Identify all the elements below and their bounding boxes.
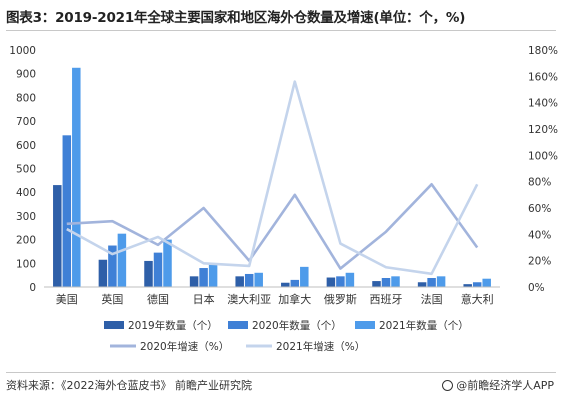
bar — [62, 135, 72, 287]
right-axis-tick-label: 60% — [528, 203, 551, 215]
legend-swatch — [228, 321, 248, 329]
combo-chart: 0 100 200 300 400 500 600 700 800 900 1000 0% 20% 40%… — [9, 45, 558, 353]
left-axis-tick-label: 700 — [16, 116, 36, 128]
bar — [153, 252, 163, 287]
left-axis-tick-label: 400 — [16, 187, 36, 199]
bar — [108, 245, 117, 287]
category-label: 日本 — [193, 292, 215, 306]
bar — [472, 282, 482, 287]
bar — [372, 281, 381, 287]
bar — [208, 264, 218, 287]
bar — [300, 266, 309, 287]
bar — [254, 272, 263, 287]
bar — [391, 276, 400, 287]
left-axis-tick-label: 600 — [16, 140, 36, 152]
bar — [72, 67, 81, 288]
category-label: 美国 — [56, 293, 78, 306]
footer-divider — [6, 372, 556, 373]
right-axis-tick-label: 180% — [528, 45, 558, 57]
right-axis-tick-label: 80% — [528, 177, 551, 189]
category-label: 加拿大 — [278, 292, 311, 306]
right-axis-tick-label: 20% — [528, 256, 551, 268]
right-axis-tick-label: 120% — [528, 124, 558, 136]
left-axis-tick-label: 0 — [29, 282, 36, 294]
source-note: 资料来源：《2022海外仓蓝皮书》 前瞻产业研究院 — [6, 379, 252, 392]
legend-label: 2021年增速（%） — [276, 340, 365, 353]
category-label: 西班牙 — [370, 293, 403, 306]
right-axis-tick-label: 160% — [528, 71, 558, 83]
left-axis-tick-label: 100 — [16, 258, 36, 270]
left-axis-tick-label: 1000 — [9, 45, 36, 57]
bar — [163, 239, 172, 287]
bar — [427, 277, 436, 287]
left-axis-tick-label: 500 — [16, 164, 36, 176]
bar — [381, 277, 391, 287]
bar — [482, 278, 491, 287]
legend-swatch — [104, 321, 124, 329]
bar — [53, 185, 62, 287]
bar — [189, 276, 199, 287]
right-axis-tick-label: 0% — [528, 282, 545, 294]
bar — [117, 233, 127, 287]
right-axis-tick-label: 140% — [528, 98, 558, 110]
legend-label: 2019年数量（个） — [128, 319, 218, 332]
legend-label: 2021年数量（个） — [379, 319, 469, 332]
brand-text: @前瞻经济学人APP — [456, 379, 554, 392]
category-label: 法国 — [421, 292, 443, 306]
series-line — [66, 80, 479, 276]
bar — [199, 268, 208, 287]
category-label: 德国 — [147, 292, 169, 306]
legend-label: 2020年数量（个） — [252, 319, 342, 332]
category-label: 俄罗斯 — [324, 293, 357, 306]
brand-credit: @前瞻经济学人APP — [442, 377, 554, 393]
right-axis-tick-label: 40% — [528, 229, 551, 241]
bar — [336, 276, 345, 287]
bar — [281, 282, 290, 287]
bar — [436, 276, 446, 287]
bar — [98, 259, 108, 287]
right-axis-tick-label: 100% — [528, 150, 558, 162]
category-label: 澳大利亚 — [227, 292, 271, 306]
category-label: 意大利 — [461, 292, 494, 306]
chart-title: 图表3：2019-2021年全球主要国家和地区海外仓数量及增速(单位：个，%) — [6, 10, 466, 26]
left-axis-tick-label: 300 — [16, 211, 36, 223]
bar — [244, 273, 254, 287]
bar — [345, 272, 355, 287]
bar — [326, 277, 336, 287]
left-axis-tick-label: 200 — [16, 235, 36, 247]
title-divider — [6, 30, 556, 31]
bar — [463, 284, 472, 287]
brand-logo-icon — [442, 380, 454, 391]
bar — [235, 276, 244, 287]
bar — [417, 282, 427, 287]
legend-swatch — [355, 321, 375, 329]
bar — [290, 279, 300, 287]
bar — [144, 260, 153, 287]
legend-label: 2020年增速（%） — [140, 340, 229, 353]
series-line — [66, 183, 479, 270]
left-axis-tick-label: 900 — [16, 69, 36, 81]
category-label: 英国 — [101, 292, 123, 306]
left-axis-tick-label: 800 — [16, 92, 36, 104]
